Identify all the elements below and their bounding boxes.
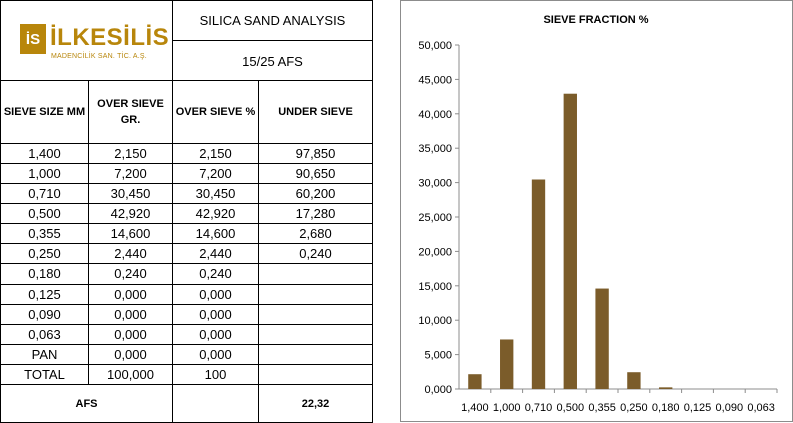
y-tick-label: 30,000 [418,178,452,190]
y-tick-label: 40,000 [418,109,452,121]
over-sieve-gr-cell: 0,000 [114,327,147,342]
sieve-fraction-chart: SIEVE FRACTION % 0,000 5,000 10,000 15,000 2… [400,0,793,422]
row-divider [0,183,373,184]
row-divider [0,243,373,244]
row-divider [0,223,373,224]
company-logo: İS İLKESİLİS MADENCİLİK SAN. TİC. A.Ş. [20,24,169,64]
x-tick-label: 0,063 [747,402,775,414]
over-sieve-pct-cell: 0,000 [199,327,232,342]
over-sieve-gr-cell: 14,600 [110,226,151,241]
under-sieve-cell: 97,850 [295,146,336,161]
over-sieve-gr-cell: 2,150 [114,146,147,161]
under-sieve-cell: 90,650 [295,166,336,181]
analysis-table: İS İLKESİLİS MADENCİLİK SAN. TİC. A.Ş. S… [0,0,373,423]
sieve-size-cell: 1,400 [28,146,61,161]
under-sieve-cell: 0,240 [299,246,332,261]
y-tick-label: 10,000 [418,315,452,327]
x-tick-label: 0,355 [588,402,616,414]
row-divider [0,203,373,204]
bar-0,355 [595,288,609,389]
x-tick-label: 1,400 [461,402,489,414]
over-sieve-pct-cell: 2,150 [199,146,232,161]
over-sieve-pct-cell: 14,600 [195,226,236,241]
col-header-sieve-size: SIEVE SIZE MM [3,106,86,118]
over-sieve-pct-cell: 2,440 [199,246,232,261]
col-header-over-sieve-pct: OVER SIEVE % [175,106,256,118]
under-sieve-cell: 17,280 [295,206,336,221]
sieve-size-cell: 0,063 [28,327,61,342]
sieve-size-cell: 1,000 [28,166,61,181]
over-sieve-pct-cell: 0,000 [199,307,232,322]
y-tick-label: 20,000 [418,246,452,258]
over-sieve-pct-cell: 0,240 [199,266,232,281]
col-header-over-sieve-gr: OVER SIEVE GR. [97,98,164,126]
over-sieve-gr-cell: 0,240 [114,266,147,281]
bar-0,710 [531,179,546,389]
y-tick-label: 35,000 [418,143,452,155]
over-sieve-gr-cell: 0,000 [114,307,147,322]
over-sieve-pct-cell: 42,920 [195,206,236,221]
sieve-size-cell: 0,500 [28,206,61,221]
over-sieve-gr-cell: 7,200 [114,166,147,181]
over-sieve-gr-cell: 0,000 [114,347,147,362]
report-grade: 15/25 AFS [242,54,303,69]
sieve-size-cell: 0,250 [28,246,61,261]
x-tick-label: 1,000 [493,402,521,414]
bar-0,250 [627,372,641,389]
y-tick-label: 50,000 [418,40,452,52]
over-sieve-gr-cell: 42,920 [110,206,151,221]
sieve-size-cell: PAN [31,347,58,362]
row-divider [0,304,373,305]
sieve-size-cell: TOTAL [24,367,65,382]
row-divider [0,344,373,345]
report-title: SILICA SAND ANALYSIS [199,13,346,28]
bar-0,180 [659,387,673,389]
chart-svg: SIEVE FRACTION % 0,000 5,000 10,000 15,000 2… [418,14,778,414]
col-header-under-sieve: UNDER SIEVE [278,106,353,118]
afs-label: AFS [75,397,98,410]
sieve-size-cell: 0,125 [28,287,61,302]
x-tick-label: 0,250 [620,402,648,414]
over-sieve-pct-cell: 30,450 [195,186,236,201]
bar-1,000 [500,339,514,389]
y-tick-label: 45,000 [418,74,452,86]
under-sieve-cell: 60,200 [295,186,336,201]
over-sieve-gr-cell: 0,000 [114,287,147,302]
y-tick-label: 0,000 [424,384,452,396]
y-tick-label: 15,000 [418,281,452,293]
over-sieve-pct-cell: 0,000 [199,287,232,302]
sieve-size-cell: 0,180 [28,266,61,281]
x-tick-label: 0,125 [684,402,712,414]
x-tick-label: 0,500 [557,402,585,414]
x-tick-label: 0,180 [652,402,680,414]
over-sieve-gr-cell: 30,450 [110,186,151,201]
under-sieve-cell: 2,680 [299,226,332,241]
x-tick-label: 0,090 [716,402,744,414]
bar-1,400 [468,374,482,389]
over-sieve-pct-cell: 0,000 [199,347,232,362]
bar-0,500 [563,93,577,390]
sieve-size-cell: 0,355 [28,226,61,241]
logo-name: İLKESİLİS [50,24,170,51]
row-divider [0,163,373,164]
over-sieve-pct-cell: 100 [204,367,227,382]
row-divider [0,263,373,264]
sieve-size-cell: 0,710 [28,186,61,201]
row-divider [0,284,373,285]
y-tick-label: 5,000 [424,350,452,362]
row-divider [0,364,373,365]
sieve-size-cell: 0,090 [28,307,61,322]
y-tick-label: 25,000 [418,212,452,224]
logo-mark: İS [20,24,46,54]
afs-value: 22,32 [301,397,330,410]
over-sieve-gr-cell: 2,440 [114,246,147,261]
x-tick-label: 0,710 [525,402,553,414]
chart-title: SIEVE FRACTION % [543,14,648,26]
over-sieve-gr-cell: 100,000 [107,367,154,382]
row-divider [0,324,373,325]
logo-subtitle: MADENCİLİK SAN. TİC. A.Ş. [51,53,147,60]
over-sieve-pct-cell: 7,200 [199,166,232,181]
